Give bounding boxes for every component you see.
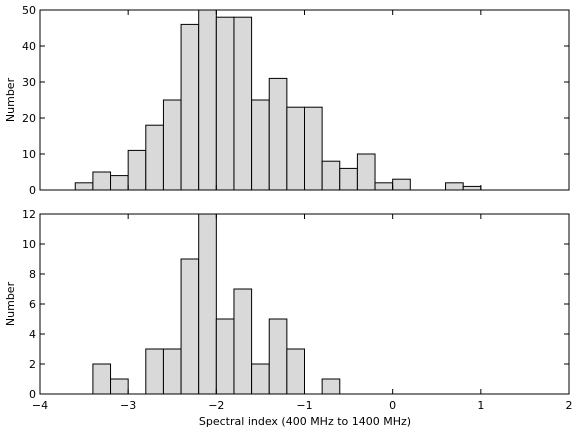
histogram-bar [180, 258, 200, 395]
y-tick-label: 20 [22, 112, 36, 125]
y-tick-label: 6 [29, 298, 36, 311]
histogram-bar [392, 178, 411, 191]
y-tick-label: 30 [22, 76, 36, 89]
histogram-bar [339, 167, 358, 191]
histogram-bar [374, 182, 394, 191]
y-tick-label: 10 [22, 238, 36, 251]
histogram-bar [268, 318, 288, 395]
histogram-bar [145, 124, 164, 191]
histogram-bar [304, 106, 323, 191]
x-tick-label: −3 [120, 399, 136, 412]
histogram-bar [180, 23, 200, 191]
histogram-bar [462, 185, 482, 191]
histogram-bar [127, 149, 147, 191]
y-tick-label: 40 [22, 40, 36, 53]
x-axis-label: Spectral index (400 MHz to 1400 MHz) [199, 415, 411, 428]
x-tick-label: −4 [32, 399, 48, 412]
histogram-bar [268, 77, 288, 191]
histogram-bar [286, 348, 306, 395]
histogram-bar [286, 106, 306, 191]
y-tick-label: 0 [29, 388, 36, 401]
histogram-bar [110, 175, 129, 191]
histogram-bar [110, 378, 129, 395]
y-tick-label: 8 [29, 268, 36, 281]
histogram-bar [233, 288, 253, 395]
histogram-bar [162, 348, 182, 395]
y-tick-label: 50 [22, 4, 36, 17]
histogram-bar [445, 182, 464, 191]
x-tick-label: 2 [566, 399, 573, 412]
histogram-bar [321, 160, 341, 191]
histogram-bar [92, 363, 112, 395]
histogram-bar [92, 171, 112, 191]
x-tick-label: 1 [477, 399, 484, 412]
histogram-bar [321, 378, 341, 395]
x-tick-label: 0 [389, 399, 396, 412]
y-axis-label-bottom: Number [4, 281, 17, 326]
histogram-bar [162, 99, 182, 191]
histogram-bar [198, 9, 217, 191]
y-tick-label: 12 [22, 208, 36, 221]
y-tick-label: 4 [29, 328, 36, 341]
histogram-bar [233, 16, 253, 191]
histogram-bar [145, 348, 164, 395]
histogram-bar [74, 182, 94, 191]
y-tick-label: 10 [22, 148, 36, 161]
histogram-bar [251, 363, 270, 395]
x-tick-label: −2 [208, 399, 224, 412]
histogram-bar [198, 213, 217, 395]
histogram-panel-all: 0 10 20 30 40 50 [22, 4, 570, 197]
y-tick-label: 0 [29, 184, 36, 197]
histogram-bar [356, 153, 376, 191]
y-tick-label: 2 [29, 358, 36, 371]
y-axis-label-top: Number [4, 77, 17, 122]
histogram-bar [215, 16, 235, 191]
histogram-bar [215, 318, 235, 395]
x-tick-label: −1 [296, 399, 312, 412]
histogram-bar [251, 99, 270, 191]
